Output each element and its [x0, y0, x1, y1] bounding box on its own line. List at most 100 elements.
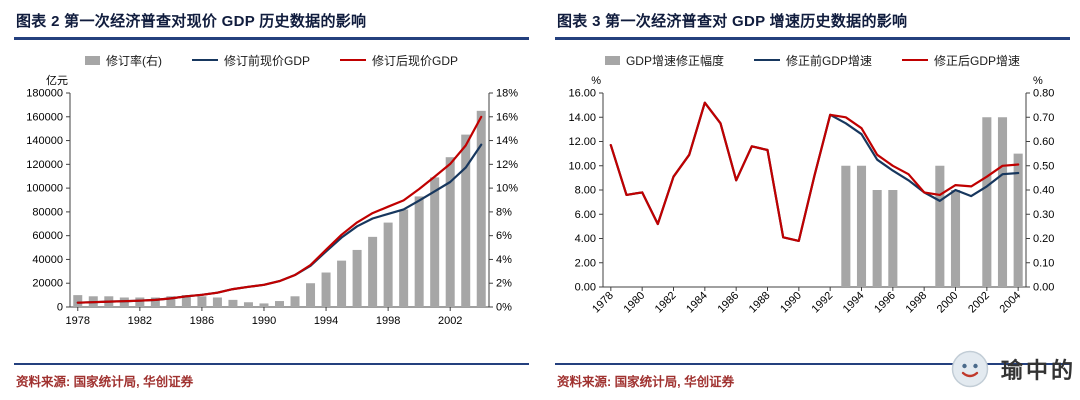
gdp-level-chart: 0 20000 40000 60000 80000 100000 120000 140000 1…: [26, 74, 518, 327]
svg-text:亿元: 亿元: [46, 74, 68, 87]
bar: [399, 209, 409, 307]
svg-text:40000: 40000: [32, 253, 63, 265]
svg-text:10.00: 10.00: [568, 160, 596, 172]
svg-text:1978: 1978: [66, 315, 90, 327]
bar: [841, 165, 851, 287]
svg-text:%: %: [591, 75, 601, 87]
svg-text:%: %: [1033, 75, 1043, 87]
legend-item: 修订前现价GDP: [191, 52, 310, 69]
svg-text:1998: 1998: [903, 289, 929, 315]
legend-label: GDP增速修正幅度: [625, 53, 724, 68]
line-swatch-icon: [753, 58, 780, 62]
svg-text:18%: 18%: [496, 87, 518, 99]
svg-text:2002: 2002: [438, 315, 462, 327]
svg-text:1980: 1980: [621, 289, 647, 315]
figure-title: 图表 3 第一次经济普查对 GDP 增速历史数据的影响: [557, 13, 908, 30]
svg-text:4%: 4%: [496, 253, 512, 265]
chat-avatar-icon: [951, 350, 989, 388]
legend-label: 修订前现价GDP: [223, 53, 310, 68]
wechat-watermark: 瑜中的: [951, 350, 1076, 388]
svg-text:8.00: 8.00: [575, 184, 596, 196]
bar: [352, 249, 362, 307]
line-series: [609, 101, 1020, 242]
svg-text:2.00: 2.00: [575, 257, 596, 269]
svg-text:1982: 1982: [653, 289, 679, 315]
svg-text:1984: 1984: [684, 289, 710, 315]
svg-text:8%: 8%: [496, 206, 512, 218]
line-修正后GDP增速: [609, 101, 1020, 242]
title-divider: [555, 37, 1070, 40]
svg-text:80000: 80000: [32, 206, 63, 218]
svg-text:0%: 0%: [496, 301, 512, 313]
bar: [888, 189, 898, 287]
svg-text:160000: 160000: [26, 111, 63, 123]
chart-legend: GDP增速修正幅度 修正前GDP增速 修正后GDP增速: [555, 52, 1070, 69]
bar: [383, 222, 393, 307]
legend-label: 修订后现价GDP: [372, 53, 459, 68]
svg-text:1996: 1996: [872, 289, 898, 315]
data-source: 资料来源: 国家统计局, 华创证券: [16, 375, 194, 389]
axes: 0 20000 40000 60000 80000 100000 120000 140000 1…: [26, 74, 518, 327]
svg-text:1988: 1988: [747, 289, 773, 315]
svg-text:1994: 1994: [314, 315, 338, 327]
bar: [166, 295, 176, 307]
bar: [856, 165, 867, 287]
svg-text:60000: 60000: [32, 230, 63, 242]
line-修订后现价GDP: [76, 115, 483, 304]
bar: [243, 301, 253, 307]
chart-legend: 修订率(右) 修订前现价GDP 修订后现价GDP: [14, 52, 529, 69]
svg-text:20000: 20000: [32, 277, 63, 289]
bar: [461, 134, 471, 307]
svg-text:0.30: 0.30: [1033, 208, 1054, 220]
svg-text:0.00: 0.00: [575, 281, 596, 293]
svg-text:1978: 1978: [590, 289, 616, 315]
line-swatch-icon: [340, 58, 366, 62]
svg-text:0.00: 0.00: [1033, 281, 1054, 293]
chart-panel-gdp-growth: 图表 3 第一次经济普查对 GDP 增速历史数据的影响 GDP增速修正幅度 修正…: [555, 8, 1073, 390]
svg-text:4.00: 4.00: [575, 233, 596, 245]
source-block: 资料来源: 国家统计局, 华创证券: [555, 363, 1070, 390]
svg-text:12%: 12%: [496, 158, 518, 170]
svg-text:1998: 1998: [376, 315, 400, 327]
line-series: [76, 115, 483, 304]
watermark-text: 瑜中的: [1000, 358, 1076, 383]
gdp-growth-chart: 0.00 2.00 4.00 6.00 8.00 10.00 12.00 14.00 16.00…: [568, 75, 1054, 315]
svg-text:16%: 16%: [496, 111, 518, 123]
chart-panel-gdp-level: 图表 2 第一次经济普查对现价 GDP 历史数据的影响 修订率(右) 修订前现价…: [14, 8, 529, 390]
bar: [982, 116, 992, 287]
legend-item: 修正后GDP增速: [902, 52, 1020, 69]
data-source: 资料来源: 国家统计局, 华创证券: [557, 375, 735, 389]
svg-text:14%: 14%: [496, 135, 518, 147]
source-divider: [14, 363, 529, 365]
bar: [306, 282, 316, 307]
svg-text:14.00: 14.00: [568, 111, 596, 123]
bar: [997, 116, 1008, 287]
bar: [73, 294, 83, 307]
svg-text:2%: 2%: [496, 277, 512, 289]
bar: [950, 189, 961, 287]
bar: [150, 296, 160, 307]
svg-text:16.00: 16.00: [568, 87, 596, 99]
line-swatch-icon: [191, 58, 218, 62]
svg-text:0.10: 0.10: [1033, 257, 1054, 269]
legend-label: 修正前GDP增速: [785, 53, 872, 68]
svg-text:2004: 2004: [997, 289, 1023, 315]
svg-text:1986: 1986: [715, 289, 741, 315]
bar: [181, 294, 191, 307]
svg-text:120000: 120000: [26, 158, 63, 170]
svg-text:1990: 1990: [778, 289, 804, 315]
legend-label: 修订率(右): [105, 53, 162, 68]
svg-text:1994: 1994: [841, 289, 867, 315]
bar: [414, 195, 424, 307]
bar-series: [73, 110, 486, 307]
svg-text:180000: 180000: [26, 87, 63, 99]
source-block: 资料来源: 国家统计局, 华创证券: [14, 363, 529, 390]
svg-text:6%: 6%: [496, 230, 512, 242]
bar: [259, 302, 269, 307]
bar: [430, 176, 440, 307]
svg-text:6.00: 6.00: [575, 208, 596, 220]
bar-series: [841, 116, 1023, 287]
bar: [274, 300, 285, 307]
svg-text:140000: 140000: [26, 135, 63, 147]
